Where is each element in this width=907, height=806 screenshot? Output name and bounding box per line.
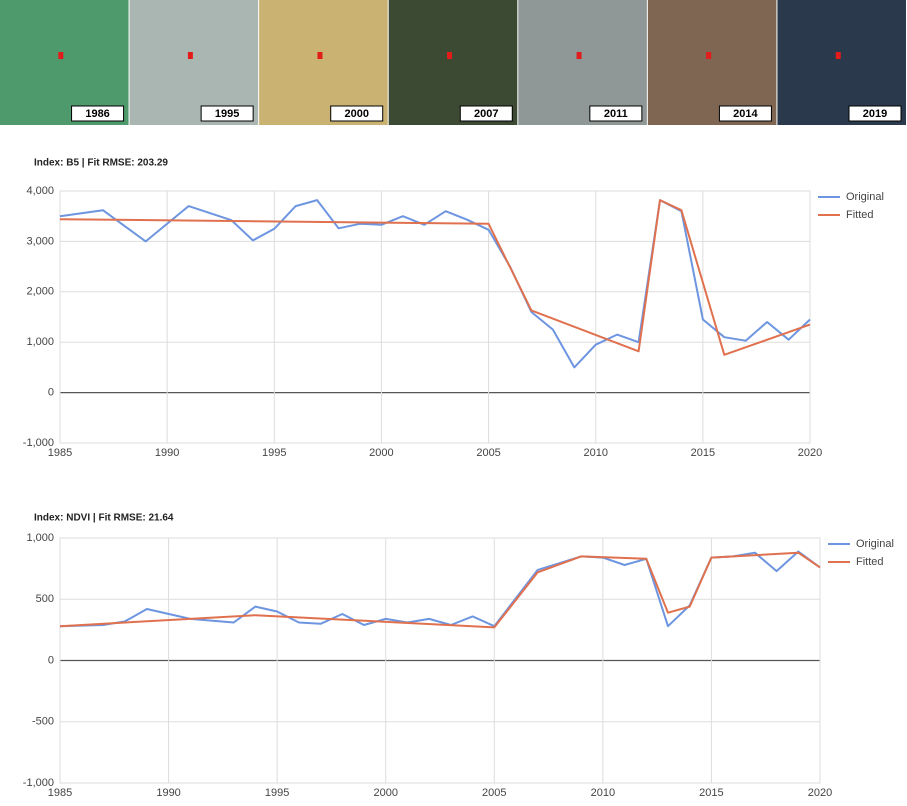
red-marker <box>317 52 322 59</box>
plot-area <box>60 191 810 443</box>
y-tick-label: 1,000 <box>26 336 54 348</box>
x-tick-label: 1995 <box>265 787 289 799</box>
red-marker <box>447 52 452 59</box>
year-label: 2019 <box>863 108 887 120</box>
x-tick-label: 2005 <box>476 447 500 459</box>
x-tick-label: 2020 <box>808 787 832 799</box>
red-marker <box>706 52 711 59</box>
legend-label: Fitted <box>856 556 884 568</box>
x-tick-label: 1985 <box>48 787 72 799</box>
series-line <box>60 552 820 627</box>
x-tick-label: 1990 <box>156 787 180 799</box>
red-marker <box>836 52 841 59</box>
x-tick-label: 2015 <box>691 447 715 459</box>
red-marker <box>58 52 63 59</box>
year-label: 2011 <box>604 108 628 120</box>
y-tick-label: 1,000 <box>26 532 54 544</box>
chart-title: Index: NDVI | Fit RMSE: 21.64 <box>34 513 174 524</box>
red-marker <box>577 52 582 59</box>
series-line <box>60 200 810 355</box>
x-tick-label: 2005 <box>482 787 506 799</box>
legend-label: Original <box>846 191 884 203</box>
year-label: 1986 <box>85 108 109 120</box>
legend-label: Fitted <box>846 209 874 221</box>
x-tick-label: 2000 <box>369 447 393 459</box>
screenshot: 1986 1995 2000 2007 2011 2014 2019 Index: B5 | … <box>0 0 907 806</box>
y-tick-label: 2,000 <box>26 286 54 298</box>
year-label: 1995 <box>215 108 239 120</box>
x-tick-label: 1990 <box>155 447 179 459</box>
x-tick-label: 2010 <box>583 447 607 459</box>
y-tick-label: -500 <box>32 716 54 728</box>
x-tick-label: 2010 <box>591 787 615 799</box>
chart-title: Index: B5 | Fit RMSE: 203.29 <box>34 158 168 169</box>
x-tick-label: 2015 <box>699 787 723 799</box>
y-tick-label: 500 <box>36 593 54 605</box>
x-tick-label: 1985 <box>48 447 72 459</box>
year-label: 2007 <box>474 108 498 120</box>
y-tick-label: 0 <box>48 387 54 399</box>
y-tick-label: 4,000 <box>26 185 54 197</box>
red-marker <box>188 52 193 59</box>
year-label: 2000 <box>344 108 368 120</box>
y-tick-label: 0 <box>48 654 54 666</box>
x-tick-label: 2000 <box>373 787 397 799</box>
x-tick-label: 2020 <box>798 447 822 459</box>
x-tick-label: 1995 <box>262 447 286 459</box>
page: 1986 1995 2000 2007 2011 2014 2019 Index: B5 | … <box>0 0 907 806</box>
year-label: 2014 <box>733 108 758 120</box>
y-tick-label: 3,000 <box>26 235 54 247</box>
legend-label: Original <box>856 538 894 550</box>
